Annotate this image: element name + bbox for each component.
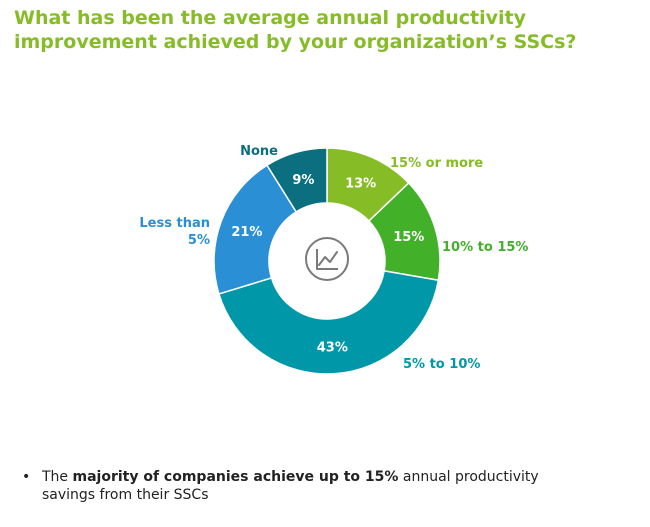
summary-bullet: • The majority of companies achieve up t… [22,468,632,504]
title-line-2: improvement achieved by your organizatio… [14,31,577,53]
bullet-rest: annual productivity [398,469,539,485]
value-label-1: 15% [393,230,424,245]
bullet-marker: • [22,469,31,485]
bullet-text: The majority of companies achieve up to … [42,468,539,504]
value-label-4: 9% [292,173,314,188]
title-line-1: What has been the average annual product… [14,7,527,29]
donut-chart: 13% 15% 43% 21% 9% 15% or more 10% to 15% 5% t… [139,144,528,375]
page-title: What has been the average annual product… [14,6,634,54]
line-chart-icon [305,237,349,281]
chart-slices [213,147,441,375]
value-label-3: 21% [231,225,262,240]
category-label-1: 10% to 15% [442,240,528,255]
bullet-bold: majority of companies achieve up to 15% [72,469,399,485]
category-label-0: 15% or more [390,156,483,171]
category-label-3: Less than 5% [139,216,210,248]
category-label-2: 5% to 10% [403,357,480,372]
chart-category-labels: 15% or more 10% to 15% 5% to 10% Less than 5… [139,144,528,372]
value-label-2: 43% [317,340,348,355]
bullet-line-2: savings from their SSCs [42,487,209,503]
bullet-prefix: The [42,469,73,485]
slice-4 [265,147,328,213]
category-label-4: None [240,144,278,159]
slice-3 [213,164,298,295]
chart-value-labels: 13% 15% 43% 21% 9% [231,173,424,356]
slice-2 [217,270,440,375]
value-label-0: 13% [345,176,376,191]
